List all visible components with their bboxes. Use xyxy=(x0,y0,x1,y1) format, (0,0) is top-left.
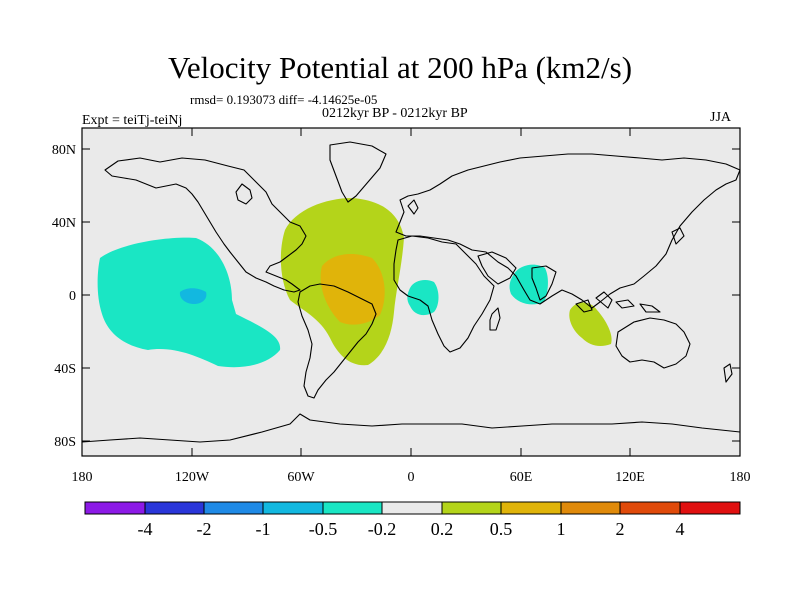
colorbar-box-9 xyxy=(619,501,681,515)
lon-label-180e: 180 xyxy=(730,470,751,485)
coastline-greenland xyxy=(329,141,387,203)
lat-label-40s: 40S xyxy=(54,362,76,377)
contour-pacific-core xyxy=(179,288,207,304)
colorbar-box-8 xyxy=(560,501,621,515)
coastline-uk xyxy=(407,199,419,215)
lon-label-60w: 60W xyxy=(287,470,315,485)
stats-text: rmsd= 0.193073 diff= -4.14625e-05 xyxy=(190,92,378,107)
lat-label-0: 0 xyxy=(69,289,76,304)
lat-label-40n: 40N xyxy=(52,216,76,231)
period-label: 0212kyr BP - 0212kyr BP xyxy=(322,106,468,121)
lon-label-180w: 180 xyxy=(72,470,93,485)
colorbar-label-1: -2 xyxy=(197,519,212,539)
colorbar-box-0 xyxy=(84,501,146,515)
lat-label-80s: 80S xyxy=(54,435,76,450)
colorbar-label-7: 1 xyxy=(557,519,566,539)
colorbar-box-3 xyxy=(262,501,324,515)
colorbar-label-3: -0.5 xyxy=(309,519,338,539)
lon-label-0: 0 xyxy=(408,470,415,485)
experiment-label: Expt = teiTj-teiNj xyxy=(82,113,183,128)
map-title: Velocity Potential at 200 hPa (km2/s) xyxy=(167,50,633,85)
coastline-arabia xyxy=(477,251,517,285)
colorbar-box-7 xyxy=(500,501,562,515)
colorbar-box-6 xyxy=(441,501,502,515)
colorbar-label-0: -4 xyxy=(138,519,153,539)
colorbar-label-9: 4 xyxy=(676,519,685,539)
colorbar-box-10 xyxy=(679,501,741,515)
coastline-japan xyxy=(671,227,685,245)
contour-africa-negative xyxy=(407,280,439,316)
colorbar xyxy=(84,501,741,515)
coastline-hudson-bay xyxy=(235,183,253,205)
coastlines xyxy=(81,141,741,443)
coastline-australia xyxy=(615,317,691,369)
lon-label-120w: 120W xyxy=(175,470,210,485)
lon-label-120e: 120E xyxy=(615,470,645,485)
coastline-south-america xyxy=(297,283,377,399)
lon-label-60e: 60E xyxy=(510,470,533,485)
colorbar-label-6: 0.5 xyxy=(490,519,513,539)
coastline-eurasia xyxy=(395,153,741,309)
colorbar-box-4 xyxy=(322,501,383,515)
coastline-madagascar xyxy=(489,307,501,331)
coastline-india xyxy=(531,265,557,301)
season-label: JJA xyxy=(710,110,732,125)
lat-label-80n: 80N xyxy=(52,143,76,158)
coastline-north-america xyxy=(104,157,307,293)
colorbar-box-1 xyxy=(144,501,205,515)
coastline-africa xyxy=(393,235,495,353)
coastline-new-zealand xyxy=(723,363,733,383)
colorbar-label-5: 0.2 xyxy=(431,519,454,539)
contour-indian-ocean-positive xyxy=(569,302,612,346)
colorbar-label-8: 2 xyxy=(616,519,625,539)
colorbar-label-2: -1 xyxy=(256,519,271,539)
colorbar-label-4: -0.2 xyxy=(368,519,397,539)
colorbar-box-2 xyxy=(203,501,264,515)
contour-fills xyxy=(97,198,612,368)
coastline-antarctica xyxy=(81,413,741,443)
coastline-indonesia xyxy=(575,291,661,313)
contour-atlantic-core xyxy=(320,254,385,325)
colorbar-box-5 xyxy=(381,501,443,515)
map-frame xyxy=(81,127,741,457)
